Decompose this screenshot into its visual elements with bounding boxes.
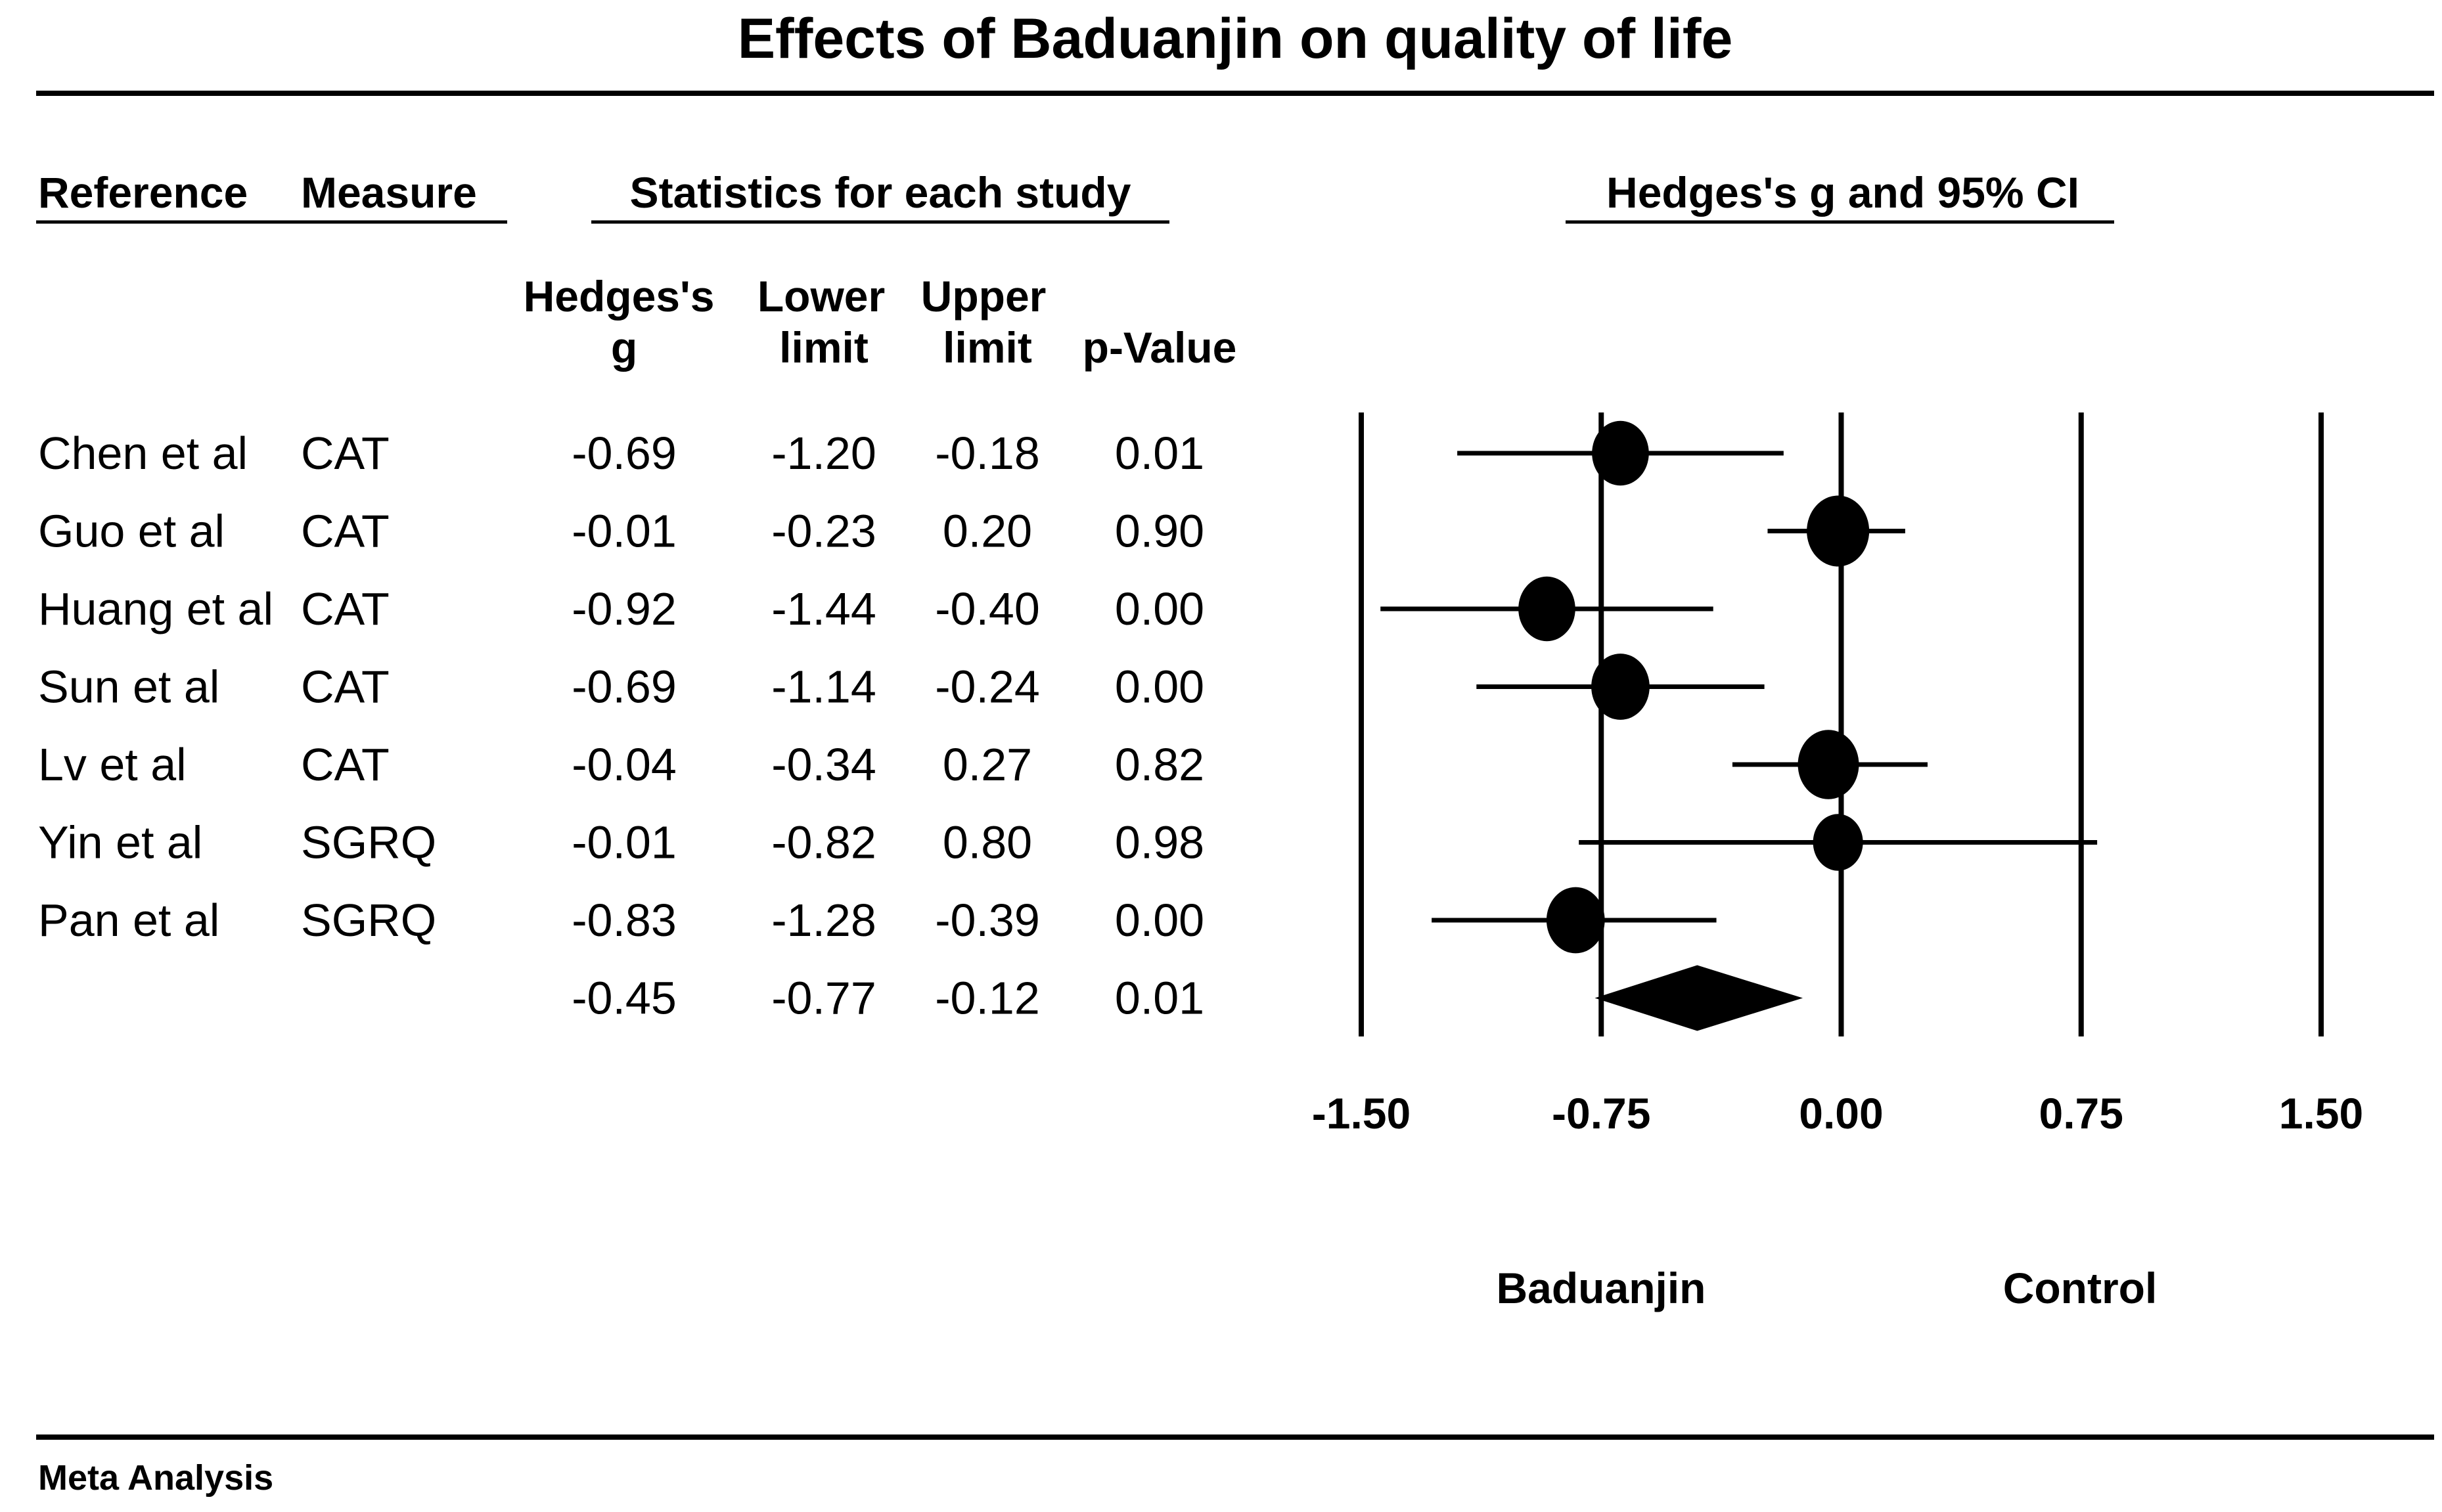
- study-p-value: 0.00: [1115, 661, 1204, 713]
- study-lower: -1.20: [771, 428, 876, 479]
- study-lower: -0.23: [771, 506, 876, 557]
- tick-label: 1.50: [2279, 1089, 2363, 1138]
- study-upper: 0.80: [943, 817, 1032, 868]
- study-g: -0.69: [572, 428, 677, 479]
- study-p-value: 0.90: [1115, 506, 1204, 557]
- header-measure: Measure: [301, 168, 477, 217]
- header-lower-line2: limit: [779, 323, 869, 372]
- study-g: -0.04: [572, 739, 677, 790]
- study-lower: -1.14: [771, 661, 876, 713]
- summary-lower: -0.77: [771, 973, 876, 1024]
- header-plot-group: Hedges's g and 95% CI: [1606, 168, 2079, 217]
- point-estimate: [1813, 814, 1863, 871]
- header-upper-line1: Upper: [921, 272, 1047, 321]
- study-lower: -1.44: [771, 583, 876, 634]
- header-p-value: p-Value: [1083, 323, 1237, 372]
- study-upper: -0.24: [935, 661, 1040, 713]
- header-stats-group: Statistics for each study: [630, 168, 1131, 217]
- summary-p-value: 0.01: [1115, 973, 1204, 1024]
- study-g: -0.01: [572, 506, 677, 557]
- study-g: -0.92: [572, 583, 677, 634]
- study-g: -0.69: [572, 661, 677, 713]
- study-reference: Pan et al: [38, 895, 219, 946]
- study-reference: Huang et al: [38, 583, 273, 634]
- study-p-value: 0.98: [1115, 817, 1204, 868]
- tick-label: 0.75: [2039, 1089, 2123, 1138]
- tick-label: 0.00: [1799, 1089, 1883, 1138]
- favours-left-label: Baduanjin: [1496, 1264, 1706, 1312]
- header-g-line1: Hedges's: [524, 272, 715, 321]
- study-measure: CAT: [301, 506, 390, 557]
- study-reference: Chen et al: [38, 428, 248, 479]
- study-lower: -0.82: [771, 817, 876, 868]
- study-measure: CAT: [301, 739, 390, 790]
- study-lower: -1.28: [771, 895, 876, 946]
- study-measure: SGRQ: [301, 817, 436, 868]
- footer-label: Meta Analysis: [38, 1458, 273, 1498]
- study-measure: SGRQ: [301, 895, 436, 946]
- point-estimate: [1518, 576, 1575, 642]
- chart-title: Effects of Baduanjin on quality of life: [738, 7, 1733, 70]
- study-g: -0.83: [572, 895, 677, 946]
- study-lower: -0.34: [771, 739, 876, 790]
- study-upper: -0.39: [935, 895, 1040, 946]
- summary-upper: -0.12: [935, 973, 1040, 1024]
- tick-label: -1.50: [1312, 1089, 1411, 1138]
- study-measure: CAT: [301, 583, 390, 634]
- summary-g: -0.45: [572, 973, 677, 1024]
- favours-right-label: Control: [2003, 1264, 2158, 1312]
- study-p-value: 0.00: [1115, 583, 1204, 634]
- point-estimate: [1591, 654, 1650, 720]
- header-lower-line1: Lower: [757, 272, 885, 321]
- study-measure: CAT: [301, 661, 390, 713]
- point-estimate: [1807, 495, 1870, 567]
- study-p-value: 0.01: [1115, 428, 1204, 479]
- tick-label: -0.75: [1552, 1089, 1650, 1138]
- study-upper: 0.27: [943, 739, 1032, 790]
- header-g-line2: g: [611, 323, 637, 372]
- summary-diamond: [1594, 965, 1803, 1031]
- study-p-value: 0.00: [1115, 895, 1204, 946]
- header-reference: Reference: [38, 168, 248, 217]
- study-reference: Lv et al: [38, 739, 187, 790]
- study-upper: 0.20: [943, 506, 1032, 557]
- study-upper: -0.40: [935, 583, 1040, 634]
- study-g: -0.01: [572, 817, 677, 868]
- study-measure: CAT: [301, 428, 390, 479]
- study-reference: Yin et al: [38, 817, 202, 868]
- study-upper: -0.18: [935, 428, 1040, 479]
- point-estimate: [1546, 887, 1605, 954]
- study-reference: Guo et al: [38, 506, 225, 557]
- study-reference: Sun et al: [38, 661, 219, 713]
- header-upper-line2: limit: [943, 323, 1032, 372]
- point-estimate: [1798, 730, 1859, 799]
- study-p-value: 0.82: [1115, 739, 1204, 790]
- point-estimate: [1592, 420, 1649, 486]
